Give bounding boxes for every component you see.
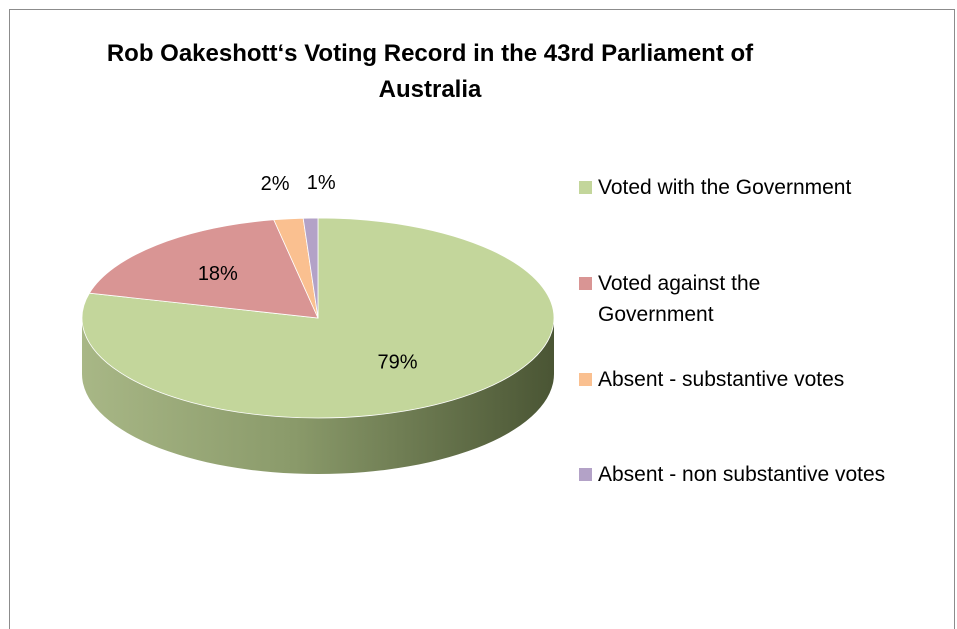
legend-swatch-voted-against [579,277,592,290]
data-label-voted-with-the-government: 79% [378,351,418,373]
legend-swatch-voted-with [579,181,592,194]
chart-area [9,9,955,629]
legend-swatch-absent-non-substantive [579,468,592,481]
legend-label-voted-with: Voted with the Government [598,176,852,199]
data-label-absent-substantive-votes: 2% [261,173,290,195]
legend-item-absent-non-substantive: Absent - non substantive votes [579,459,899,490]
legend-swatch-absent-substantive [579,373,592,386]
legend-item-absent-substantive: Absent - substantive votes [579,364,929,395]
legend-item-voted-against: Voted against the Government [579,268,829,330]
pie-slice-absent-non-substantive-votes [302,217,319,319]
chart-title: Rob Oakeshott‘s Voting Record in the 43r… [106,40,754,103]
legend-item-voted-with: Voted with the Government [579,172,929,203]
pie-slice-voted-against-the-government [88,219,319,319]
legend-label-absent-substantive: Absent - substantive votes [598,368,845,391]
legend-label-voted-against: Voted against the Government [598,272,761,326]
data-label-voted-against-the-government: 18% [198,263,238,285]
legend-label-absent-non-substantive: Absent - non substantive votes [598,463,886,486]
data-label-absent-non-substantive-votes: 1% [307,172,336,194]
pie-side-wall [82,318,554,474]
